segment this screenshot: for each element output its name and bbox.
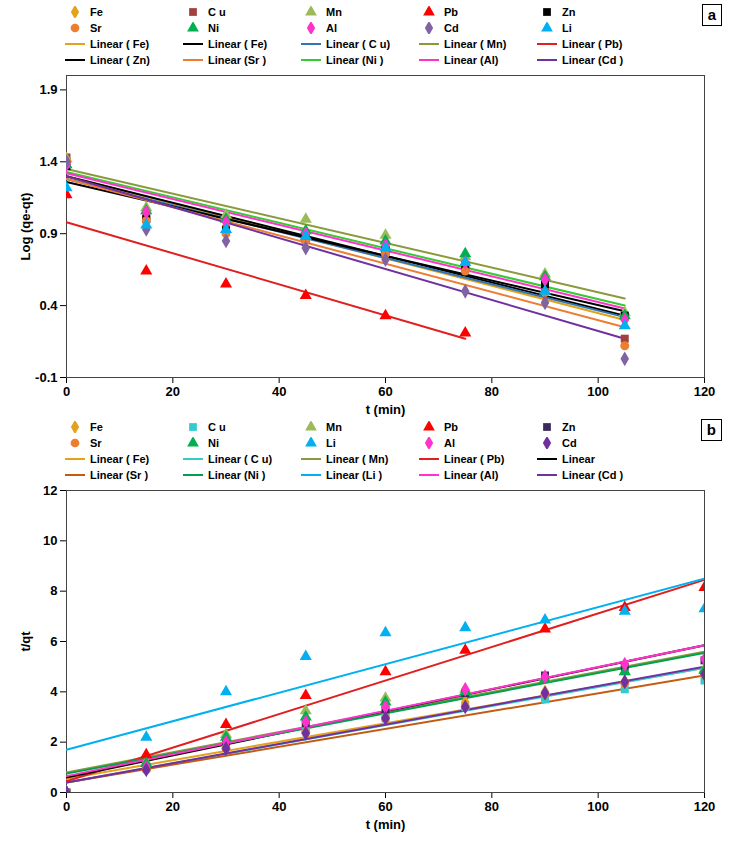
svg-text:t (min): t (min) bbox=[366, 817, 406, 832]
svg-text:-0.1: -0.1 bbox=[35, 370, 57, 385]
svg-text:120: 120 bbox=[694, 384, 716, 399]
html-text:Linear ( Fe): Linear ( Fe) bbox=[208, 37, 268, 50]
html-text:Linear ( Fe): Linear ( Fe) bbox=[90, 37, 150, 50]
html-text:Linear (Li ): Linear (Li ) bbox=[326, 468, 383, 481]
html-text:Li: Li bbox=[562, 21, 572, 34]
svg-text:60: 60 bbox=[378, 799, 392, 814]
html-text:Ni: Ni bbox=[208, 21, 219, 34]
svg-text:0.4: 0.4 bbox=[39, 298, 58, 313]
svg-text:40: 40 bbox=[272, 799, 286, 814]
html-text:Cd: Cd bbox=[562, 436, 577, 449]
html-text:Sr: Sr bbox=[90, 436, 102, 449]
html-text:Mn: Mn bbox=[326, 420, 342, 433]
svg-text:80: 80 bbox=[485, 799, 499, 814]
html-text:Linear (Ni ): Linear (Ni ) bbox=[326, 53, 384, 66]
svg-text:12: 12 bbox=[43, 483, 57, 498]
html-text:Linear (Sr ): Linear (Sr ) bbox=[90, 468, 149, 481]
html-text:Sr: Sr bbox=[90, 21, 102, 34]
svg-text:0: 0 bbox=[50, 785, 57, 800]
svg-text:1.9: 1.9 bbox=[39, 82, 57, 97]
html-text:Fe: Fe bbox=[90, 420, 103, 433]
html-text:Linear ( Mn): Linear ( Mn) bbox=[326, 452, 389, 465]
html-text:a: a bbox=[707, 6, 716, 23]
html-text:Linear ( Pb): Linear ( Pb) bbox=[562, 37, 623, 50]
html-text:Cd: Cd bbox=[444, 21, 459, 34]
svg-text:t (min): t (min) bbox=[366, 402, 406, 417]
svg-text:100: 100 bbox=[587, 384, 609, 399]
svg-text:100: 100 bbox=[587, 799, 609, 814]
html-text:Linear ( C u): Linear ( C u) bbox=[326, 37, 391, 50]
html-text:Linear (Cd ): Linear (Cd ) bbox=[562, 53, 624, 66]
html-text:Pb: Pb bbox=[444, 420, 459, 433]
html-text:C u: C u bbox=[208, 420, 226, 433]
svg-text:4: 4 bbox=[50, 684, 58, 699]
svg-text:10: 10 bbox=[43, 533, 57, 548]
svg-text:80: 80 bbox=[485, 384, 499, 399]
html-text:Linear ( Pb): Linear ( Pb) bbox=[444, 452, 505, 465]
html-text:Pb: Pb bbox=[444, 5, 459, 18]
html-text:Fe: Fe bbox=[90, 5, 103, 18]
html-text:Linear: Linear bbox=[562, 452, 595, 465]
svg-text:2: 2 bbox=[50, 734, 57, 749]
svg-text:6: 6 bbox=[50, 634, 57, 649]
svg-text:1.4: 1.4 bbox=[39, 154, 58, 169]
html-text:Linear (Ni ): Linear (Ni ) bbox=[208, 468, 266, 481]
svg-text:0: 0 bbox=[63, 384, 70, 399]
svg-text:8: 8 bbox=[50, 583, 57, 598]
svg-text:60: 60 bbox=[378, 384, 392, 399]
html-text:Zn: Zn bbox=[562, 5, 576, 18]
html-text:Linear (Sr ): Linear (Sr ) bbox=[208, 53, 267, 66]
svg-text:0.9: 0.9 bbox=[39, 226, 57, 241]
html-text:Al: Al bbox=[326, 21, 337, 34]
html-text:Linear ( Mn): Linear ( Mn) bbox=[444, 37, 507, 50]
html-text:b: b bbox=[706, 421, 716, 438]
html-text:Al: Al bbox=[444, 436, 455, 449]
html-text:C u: C u bbox=[208, 5, 226, 18]
html-text:Linear ( Zn): Linear ( Zn) bbox=[90, 53, 150, 66]
html-text:Linear ( Fe): Linear ( Fe) bbox=[90, 452, 150, 465]
html-text:Linear (Cd ): Linear (Cd ) bbox=[562, 468, 624, 481]
html-text:Ni: Ni bbox=[208, 436, 219, 449]
html-text:Mn: Mn bbox=[326, 5, 342, 18]
html-text:Linear ( C u): Linear ( C u) bbox=[208, 452, 273, 465]
svg-text:20: 20 bbox=[166, 799, 180, 814]
svg-text:120: 120 bbox=[694, 799, 716, 814]
html-text:Linear (Al): Linear (Al) bbox=[444, 468, 499, 481]
svg-text:20: 20 bbox=[166, 384, 180, 399]
svg-text:Log (qe-qt): Log (qe-qt) bbox=[18, 193, 33, 261]
svg-text:0: 0 bbox=[63, 799, 70, 814]
svg-text:40: 40 bbox=[272, 384, 286, 399]
svg-text:t/qt: t/qt bbox=[18, 631, 33, 652]
html-text:Linear (Al): Linear (Al) bbox=[444, 53, 499, 66]
html-text:Zn: Zn bbox=[562, 420, 576, 433]
html-text:Li: Li bbox=[326, 436, 336, 449]
